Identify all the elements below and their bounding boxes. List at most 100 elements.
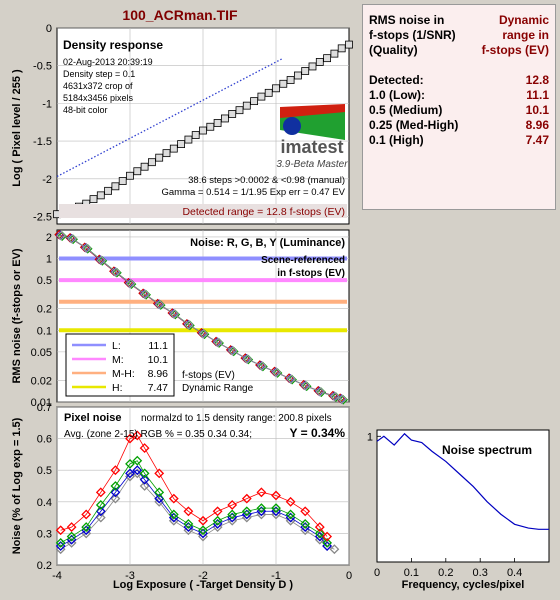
pixel-noise-point xyxy=(154,493,165,504)
ytick-label: 0.2 xyxy=(37,304,52,316)
noise-point xyxy=(140,289,150,300)
pixel-noise-point xyxy=(227,500,238,510)
pixel-noise-point xyxy=(198,515,208,526)
density-point xyxy=(286,76,295,84)
pixel-noise-point xyxy=(110,493,121,504)
density-point xyxy=(96,191,105,200)
pixel-noise-point xyxy=(314,522,325,532)
legend-value: 11.1 xyxy=(148,340,168,352)
ytick-label: 0.2 xyxy=(37,560,52,572)
window-title: 100_ACRman.TIF xyxy=(122,7,238,23)
legend-value: 7.47 xyxy=(148,382,169,394)
pixel-noise-point xyxy=(329,544,340,555)
pixel-noise-point xyxy=(285,509,296,520)
logo-text: imatest xyxy=(280,137,343,157)
density-point xyxy=(111,182,120,191)
noise-point xyxy=(184,319,194,330)
pixel-noise-point xyxy=(95,500,106,510)
pixel-noise-xlabel: Log Exposure ( -Target Density D ) xyxy=(113,579,293,591)
density-point xyxy=(308,62,317,71)
density-point xyxy=(323,54,332,63)
pixel-noise-point xyxy=(125,458,135,469)
ytick-label: 0.01 xyxy=(31,397,52,409)
legend-value: 8.96 xyxy=(148,368,169,380)
pixel-noise-point xyxy=(81,509,92,520)
legend-note-line: Dynamic Range xyxy=(182,383,254,394)
ytick-label: 0.5 xyxy=(37,465,52,477)
pixel-noise-point xyxy=(125,433,135,444)
pixel-noise-point xyxy=(285,496,296,507)
noise-point xyxy=(111,267,121,278)
pixel-noise-line xyxy=(60,472,335,550)
density-point xyxy=(228,110,237,118)
pixel-noise-point xyxy=(271,490,281,501)
xtick-label: -1 xyxy=(271,570,281,582)
xtick-label: 0 xyxy=(346,570,352,582)
ytick-label: 0.02 xyxy=(31,375,52,387)
header-right-line: f-stops (EV) xyxy=(481,43,549,57)
density-title: Density response xyxy=(63,38,163,52)
legend-note-line: f-stops (EV) xyxy=(182,370,235,381)
ytick-label: -2.5 xyxy=(33,211,52,223)
pixel-noise-point xyxy=(271,503,281,514)
pixel-noise-xticks: -4 -3 -2 -1 0 xyxy=(52,570,352,582)
xtick-label: 0.4 xyxy=(507,567,522,579)
pixel-noise-point xyxy=(154,487,165,498)
pixel-noise-point xyxy=(300,519,311,529)
density-stats-line: Gamma = 0.514 = 1/1.95 Exp err = 0.47 EV xyxy=(161,187,345,198)
detected-range-band xyxy=(59,204,347,218)
pixel-noise-point xyxy=(300,506,311,517)
ytick-label: 0.3 xyxy=(37,528,52,540)
pixel-noise-point xyxy=(212,515,223,526)
xtick-label: 0.3 xyxy=(473,567,488,579)
pixel-noise-point xyxy=(212,506,223,517)
density-info-line: 02-Aug-2013 20:39:19 xyxy=(63,57,153,67)
density-point xyxy=(89,195,98,204)
noise-subtitle-line: Scene-referenced xyxy=(261,255,345,266)
density-point xyxy=(337,44,346,53)
pixel-noise-marks xyxy=(55,430,340,555)
pixel-noise-caption: normalzd to 1.5 density range: 200.8 pix… xyxy=(141,413,332,424)
ytick-label: -0.5 xyxy=(33,61,52,73)
pixel-noise-point xyxy=(227,509,238,520)
panel-header-left: RMS noise in f-stops (1/SNR) (Quality) xyxy=(369,13,456,58)
pixel-noise-point xyxy=(241,506,252,517)
noise-point xyxy=(56,230,66,241)
ytick-label: 0.5 xyxy=(37,275,52,287)
density-info-line: 4631x372 crop of xyxy=(63,81,133,91)
noise-title: Noise: R, G, B, Y (Luminance) xyxy=(190,237,345,249)
logo-sphere xyxy=(283,117,301,135)
pixel-noise-point xyxy=(132,465,143,476)
ytick-label: -2 xyxy=(42,174,52,186)
header-right-line: range in xyxy=(502,28,549,42)
pixel-noise-title: Pixel noise xyxy=(64,412,121,424)
pixel-noise-point xyxy=(322,531,333,542)
spectrum-marks xyxy=(376,432,549,530)
xtick-label: -2 xyxy=(198,570,208,582)
pixel-noise-point xyxy=(198,525,208,536)
density-point xyxy=(279,79,288,88)
ytick-label: -1.5 xyxy=(33,136,52,148)
density-info-line: 5184x3456 pixels xyxy=(63,93,134,103)
legend-label: M-H: xyxy=(112,368,135,380)
row-value: 10.1 xyxy=(525,103,549,117)
row-value: 12.8 xyxy=(525,73,549,87)
ytick-label: 0.05 xyxy=(31,347,52,359)
density-grid xyxy=(57,27,349,224)
density-ylabel: Log ( Pixel level / 255 ) xyxy=(11,69,23,187)
density-point xyxy=(220,114,229,123)
density-point xyxy=(191,131,200,139)
noise-point xyxy=(67,233,77,244)
ytick-label: 0.7 xyxy=(37,402,52,414)
density-point xyxy=(177,140,186,148)
ytick-label: 1 xyxy=(367,431,373,443)
density-point xyxy=(213,119,222,127)
row-label: 0.5 (Medium) xyxy=(369,103,443,117)
noise-point xyxy=(125,278,136,289)
row-value: 7.47 xyxy=(525,133,549,147)
pixel-noise-line xyxy=(60,434,328,537)
density-info-line: Density step = 0.1 xyxy=(63,69,135,79)
pixel-noise-point xyxy=(183,519,194,529)
spectrum-grid xyxy=(376,435,515,562)
